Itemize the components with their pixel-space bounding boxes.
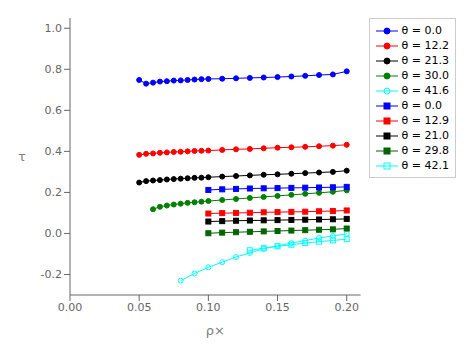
svg-text:τ: τ [18, 149, 26, 164]
svg-text:0.4: 0.4 [45, 145, 63, 158]
svg-text:0.20: 0.20 [334, 301, 359, 314]
svg-text:0.15: 0.15 [265, 301, 290, 314]
svg-text:1.0: 1.0 [45, 22, 63, 35]
svg-text:0.6: 0.6 [45, 104, 63, 117]
svg-text:0.8: 0.8 [45, 63, 63, 76]
html-text:θ = 42.1: θ = 42.1 [401, 159, 449, 172]
html-text:θ = 41.6: θ = 41.6 [401, 84, 449, 97]
svg-text:ρ×: ρ× [206, 323, 225, 338]
svg-text:0.0: 0.0 [45, 227, 63, 240]
html-text:θ = 12.2: θ = 12.2 [401, 39, 449, 52]
svg-text:0.2: 0.2 [45, 186, 63, 199]
html-text:θ = 29.8: θ = 29.8 [401, 144, 449, 157]
svg-text:-0.2: -0.2 [41, 268, 62, 281]
html-text:θ = 0.0: θ = 0.0 [401, 24, 442, 37]
svg-text:0.10: 0.10 [196, 301, 221, 314]
html-text:θ = 21.0: θ = 21.0 [401, 129, 449, 142]
svg-text:0.00: 0.00 [58, 301, 83, 314]
svg-text:0.05: 0.05 [127, 301, 152, 314]
html-text:θ = 21.3: θ = 21.3 [401, 54, 449, 67]
html-text:θ = 0.0: θ = 0.0 [401, 99, 442, 112]
html-text:θ = 30.0: θ = 30.0 [401, 69, 449, 82]
html-text:θ = 12.9: θ = 12.9 [401, 114, 449, 127]
